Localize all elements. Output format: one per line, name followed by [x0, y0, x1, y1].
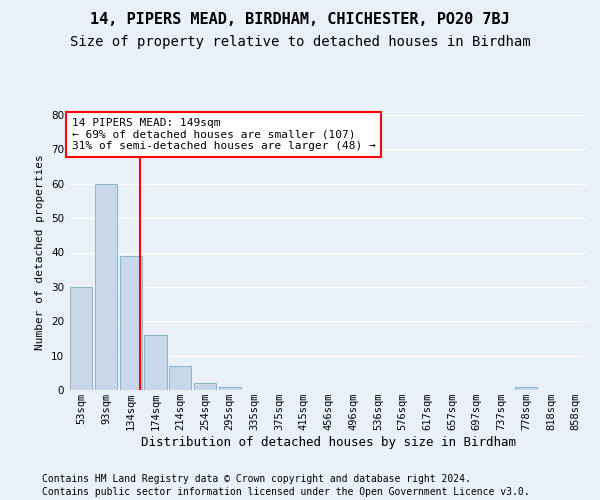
- Text: Contains HM Land Registry data © Crown copyright and database right 2024.: Contains HM Land Registry data © Crown c…: [42, 474, 471, 484]
- Text: 14 PIPERS MEAD: 149sqm
← 69% of detached houses are smaller (107)
31% of semi-de: 14 PIPERS MEAD: 149sqm ← 69% of detached…: [71, 118, 376, 151]
- Text: Contains public sector information licensed under the Open Government Licence v3: Contains public sector information licen…: [42, 487, 530, 497]
- Bar: [194, 383, 216, 390]
- Bar: [119, 256, 142, 390]
- Text: Distribution of detached houses by size in Birdham: Distribution of detached houses by size …: [142, 436, 516, 449]
- Y-axis label: Number of detached properties: Number of detached properties: [35, 154, 46, 350]
- Bar: [169, 366, 191, 390]
- Bar: [70, 287, 92, 390]
- Bar: [515, 386, 538, 390]
- Text: Size of property relative to detached houses in Birdham: Size of property relative to detached ho…: [70, 35, 530, 49]
- Text: 14, PIPERS MEAD, BIRDHAM, CHICHESTER, PO20 7BJ: 14, PIPERS MEAD, BIRDHAM, CHICHESTER, PO…: [90, 12, 510, 28]
- Bar: [95, 184, 117, 390]
- Bar: [218, 386, 241, 390]
- Bar: [145, 335, 167, 390]
